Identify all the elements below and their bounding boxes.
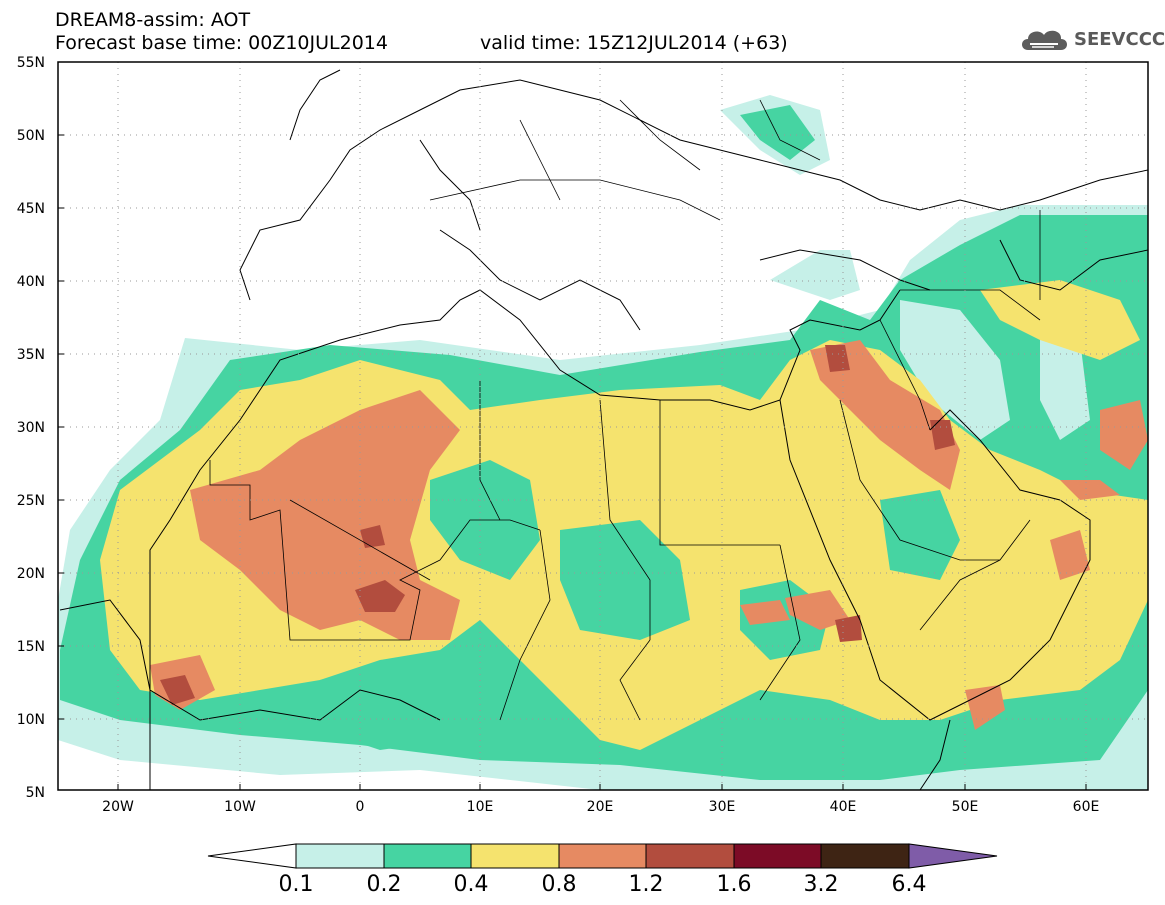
colorbar-extend-low [207,843,297,869]
lat-label: 10N [17,712,45,728]
lat-label: 40N [17,274,45,290]
colorbar-segment [295,843,385,869]
longitude-labels: 20W 10W 0 10E 20E 30E 40E 50E 60E [102,799,1099,815]
coastlines [59,69,1148,790]
lat-label: 25N [17,493,45,509]
lon-label: 20W [102,799,134,815]
colorbar-label: 1.2 [628,872,664,897]
colorbar-label: 6.4 [891,872,927,897]
colorbar-label: 0.4 [453,872,489,897]
colorbar-segment [645,843,735,869]
lat-label: 50N [17,128,45,144]
map-title: DREAM8-assim: AOT [55,9,251,31]
colorbar-segment [733,843,822,869]
colorbar-label: 3.2 [803,872,839,897]
lat-label: 55N [17,55,45,71]
lon-label: 40E [830,799,857,815]
lat-label: 20N [17,566,45,582]
colorbar-segment [558,843,647,869]
colorbar-extend-high [908,843,998,869]
colorbar-label: 0.1 [278,872,314,897]
lat-label: 35N [17,347,45,363]
lon-label: 10E [467,799,494,815]
map-frame [57,61,1149,791]
lat-label: 5N [26,785,45,801]
lon-label: 50E [952,799,979,815]
logo-text: SEEVCCC [1074,28,1165,50]
colorbar-segment [470,843,560,869]
latitude-labels: 55N 50N 45N 40N 35N 30N 25N 20N 15N 10N … [17,55,45,801]
colorbar [207,843,998,869]
forecast-base-time: Forecast base time: 00Z10JUL2014 [55,32,388,54]
axis-ticks [58,61,1087,791]
lon-label: 60E [1073,799,1100,815]
colorbar-label: 0.2 [366,872,402,897]
lon-label: 0 [356,799,365,815]
lat-label: 15N [17,639,45,655]
lat-label: 45N [17,201,45,217]
lat-label: 30N [17,420,45,436]
colorbar-label: 1.6 [716,872,752,897]
aot-field [58,95,1148,790]
valid-time: valid time: 15Z12JUL2014 (+63) [480,32,788,54]
country-borders [209,99,1041,721]
colorbar-label: 0.8 [541,872,577,897]
seevccc-logo: SEEVCCC [1018,24,1165,54]
cloud-icon [1022,30,1067,50]
colorbar-segment [820,843,910,869]
colorbar-segment [383,843,472,869]
lon-label: 10W [224,799,256,815]
lon-label: 20E [587,799,614,815]
lon-label: 30E [709,799,736,815]
graticule [58,62,1148,790]
